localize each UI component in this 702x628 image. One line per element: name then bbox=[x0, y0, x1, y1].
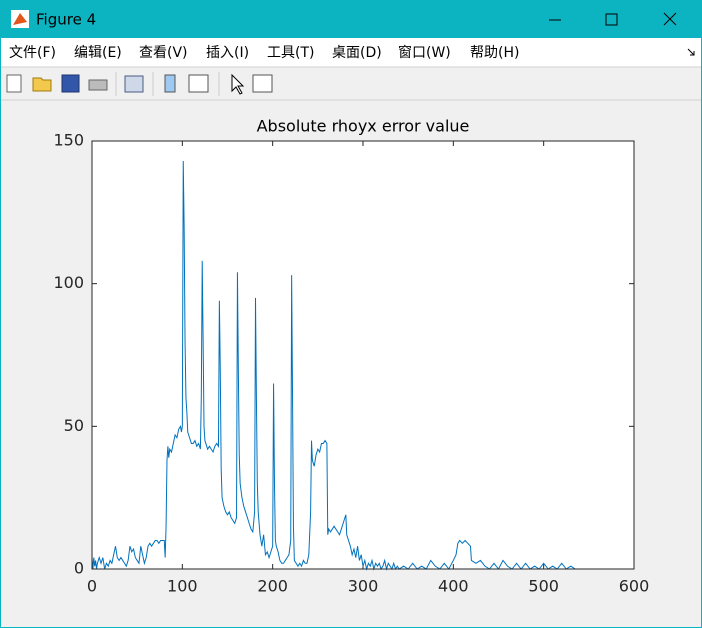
menu-item[interactable]: 帮助(H) bbox=[470, 45, 519, 61]
menu-item[interactable]: 查看(V) bbox=[139, 45, 188, 61]
link-icon[interactable] bbox=[124, 75, 144, 93]
toolbar bbox=[6, 72, 273, 96]
x-tick-label: 500 bbox=[528, 577, 559, 596]
menu-item[interactable]: 文件(F) bbox=[9, 45, 56, 61]
new-icon[interactable] bbox=[6, 74, 22, 93]
y-tick-label: 50 bbox=[64, 416, 84, 435]
title-bar bbox=[0, 0, 702, 38]
x-tick-label: 100 bbox=[167, 577, 198, 596]
x-tick-label: 0 bbox=[87, 577, 97, 596]
menu-item[interactable]: 插入(I) bbox=[206, 45, 249, 61]
legend-icon[interactable] bbox=[188, 74, 209, 93]
x-tick-label: 400 bbox=[438, 577, 469, 596]
colorbar-icon[interactable] bbox=[164, 74, 176, 93]
y-tick-label: 150 bbox=[53, 131, 84, 150]
x-tick-label: 300 bbox=[348, 577, 379, 596]
close-button[interactable] bbox=[663, 12, 677, 26]
print-icon[interactable] bbox=[88, 79, 108, 91]
x-tick-label: 600 bbox=[619, 577, 650, 596]
menu-item[interactable]: 编辑(E) bbox=[74, 45, 122, 61]
app-icon bbox=[11, 10, 29, 28]
y-tick-label: 0 bbox=[74, 559, 84, 578]
chart-title: Absolute rhoyx error value bbox=[257, 117, 470, 136]
x-tick-label: 200 bbox=[257, 577, 288, 596]
menu-item[interactable]: 桌面(D) bbox=[332, 45, 382, 61]
save-icon[interactable] bbox=[61, 74, 80, 93]
menu-bar bbox=[1, 38, 701, 67]
open-icon[interactable] bbox=[32, 77, 52, 92]
axes-box bbox=[91, 140, 635, 570]
menu-expand[interactable] bbox=[687, 48, 695, 56]
pointer-icon[interactable] bbox=[231, 73, 245, 95]
menu-item[interactable]: 工具(T) bbox=[267, 45, 314, 61]
property-icon[interactable] bbox=[252, 74, 273, 93]
window-title: Figure 4 bbox=[36, 11, 96, 29]
menu-item[interactable]: 窗口(W) bbox=[398, 44, 451, 61]
plot-area bbox=[92, 141, 634, 569]
y-tick-label: 100 bbox=[53, 273, 84, 292]
maximize-button[interactable] bbox=[605, 13, 618, 26]
